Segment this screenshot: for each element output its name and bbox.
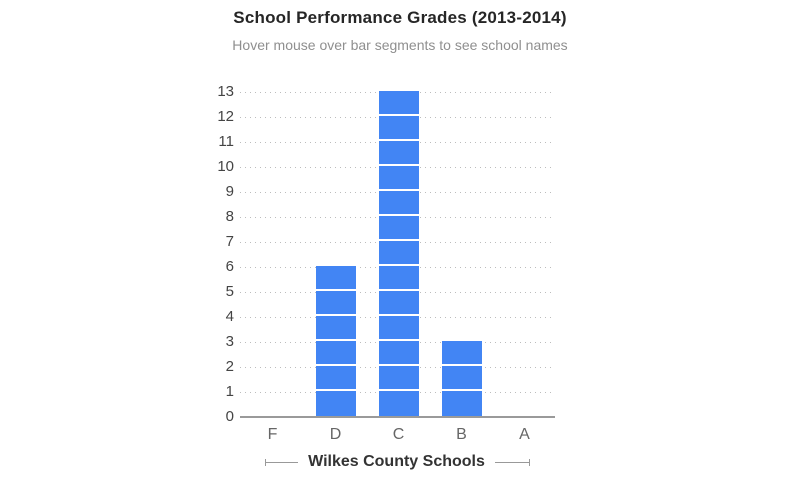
bar-segment[interactable] — [378, 341, 419, 366]
x-tick-label-A: A — [519, 426, 530, 443]
axis-range-line-right — [494, 458, 530, 466]
bar-segment[interactable] — [441, 341, 482, 366]
bar-column-C[interactable] — [378, 91, 419, 416]
bar-segment[interactable] — [441, 391, 482, 416]
y-tick-label: 4 — [225, 308, 234, 325]
bar-segment[interactable] — [378, 91, 419, 116]
y-tick-label: 3 — [225, 333, 234, 350]
axis-range-endcap-left — [265, 458, 267, 466]
bar-segment[interactable] — [315, 291, 356, 316]
y-tick-label: 5 — [225, 283, 234, 300]
x-tick-label-B: B — [456, 426, 467, 443]
bar-column-D[interactable] — [315, 266, 356, 416]
bar-segment[interactable] — [378, 216, 419, 241]
bar-segment[interactable] — [315, 316, 356, 341]
bar-segment[interactable] — [378, 266, 419, 291]
y-tick-label: 0 — [225, 408, 234, 425]
bar-segment[interactable] — [378, 166, 419, 191]
bar-column-B[interactable] — [441, 341, 482, 416]
bar-segment[interactable] — [315, 266, 356, 291]
bar-segment[interactable] — [441, 366, 482, 391]
y-tick-label: 7 — [225, 233, 234, 250]
x-tick-label-D: D — [329, 426, 342, 443]
y-tick-label: 13 — [217, 83, 234, 100]
bar-segment[interactable] — [378, 316, 419, 341]
y-tick-label: 8 — [225, 208, 234, 225]
bar-segment[interactable] — [378, 391, 419, 416]
bar-segment[interactable] — [378, 241, 419, 266]
x-tick-label-C: C — [392, 426, 405, 443]
bar-segment[interactable] — [378, 291, 419, 316]
bar-segment[interactable] — [315, 391, 356, 416]
axis-range-line-left — [265, 458, 299, 466]
y-tick-label: 2 — [225, 358, 234, 375]
bar-segment[interactable] — [315, 366, 356, 391]
axis-range-endcap-right — [528, 458, 530, 466]
y-tick-label: 11 — [218, 133, 234, 150]
y-tick-label: 12 — [217, 108, 234, 125]
x-tick-label-F: F — [267, 426, 278, 443]
chart-title: School Performance Grades (2013-2014) — [233, 8, 567, 27]
bar-segment[interactable] — [378, 366, 419, 391]
y-tick-label: 10 — [217, 158, 234, 175]
y-tick-label: 9 — [225, 183, 234, 200]
bar-segment[interactable] — [315, 341, 356, 366]
x-axis-baseline — [240, 416, 555, 418]
bar-segment[interactable] — [378, 191, 419, 216]
bar-segment[interactable] — [378, 116, 419, 141]
plot-area — [240, 91, 555, 418]
x-axis-title: Wilkes County Schools — [308, 453, 485, 470]
bar-segment[interactable] — [378, 141, 419, 166]
x-axis-title-row: Wilkes County Schools — [240, 452, 555, 472]
y-tick-label: 1 — [225, 383, 234, 400]
chart-subtitle: Hover mouse over bar segments to see sch… — [232, 37, 568, 53]
y-tick-label: 6 — [225, 258, 234, 275]
